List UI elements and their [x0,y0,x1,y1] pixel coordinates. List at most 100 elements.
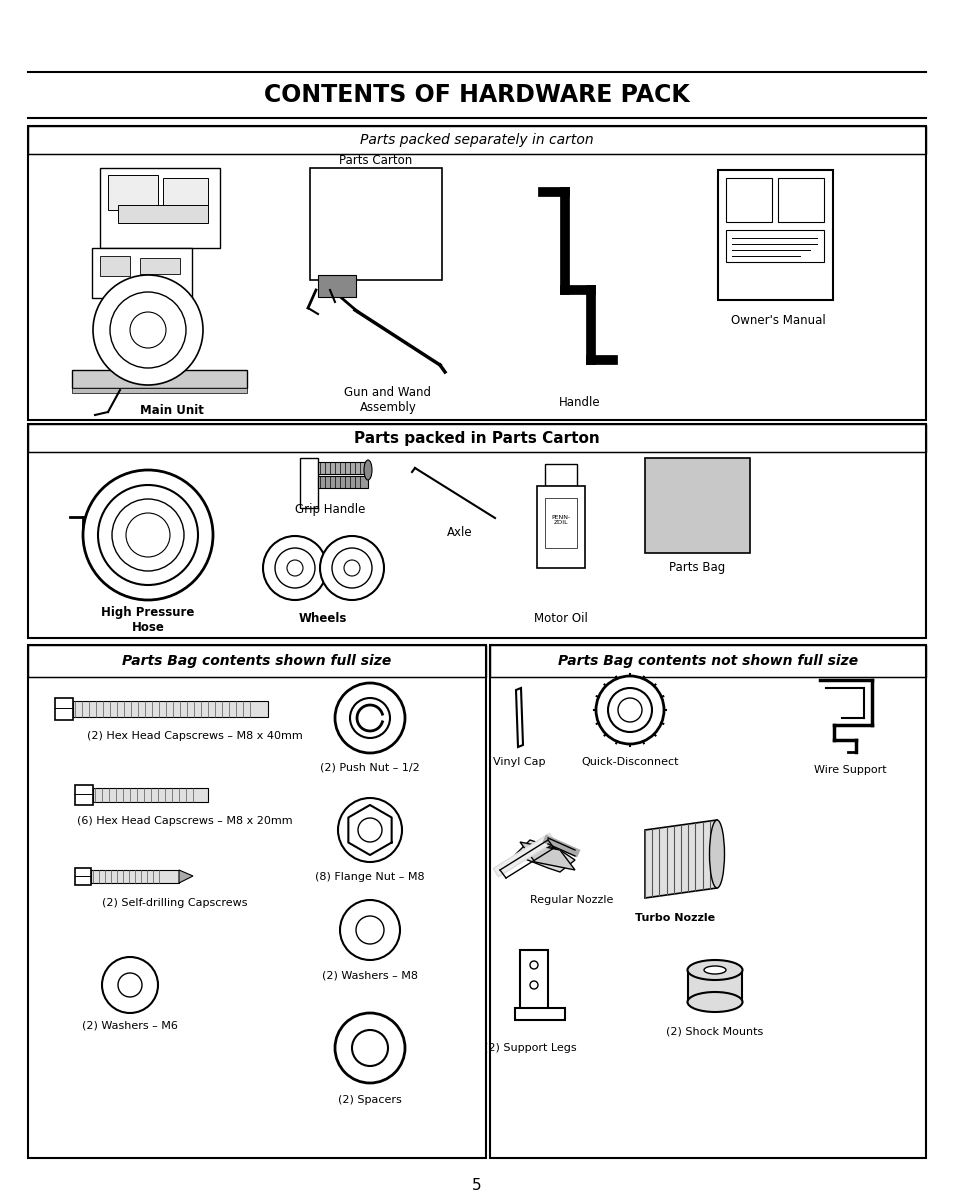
Text: Parts packed separately in carton: Parts packed separately in carton [360,132,593,147]
Ellipse shape [703,966,725,974]
Bar [140,258,180,275]
Circle shape [344,560,359,576]
Bar [118,205,208,223]
Text: (2) Washers – M8: (2) Washers – M8 [322,970,417,980]
Bar [75,868,91,885]
Text: CONTENTS OF HARDWARE PACK: CONTENTS OF HARDWARE PACK [264,83,689,107]
Circle shape [357,818,381,842]
Text: Quick-Disconnect: Quick-Disconnect [580,757,678,767]
Text: (8) Flange Nut – M8: (8) Flange Nut – M8 [314,872,424,883]
Bar [725,230,823,262]
Circle shape [126,513,170,557]
Circle shape [337,798,401,862]
Bar [100,256,130,276]
Bar [71,388,247,393]
Circle shape [102,957,158,1013]
Text: High Pressure
Hose: High Pressure Hose [101,606,194,635]
Circle shape [530,961,537,969]
Text: (2) Shock Mounts: (2) Shock Mounts [666,1027,762,1037]
Bar [75,785,92,805]
Polygon shape [519,842,575,870]
Bar [515,1008,564,1020]
Bar [91,870,179,883]
Bar [55,698,73,720]
Bar [490,645,925,677]
Ellipse shape [709,820,723,889]
Bar [317,462,368,474]
Text: Owner's Manual: Owner's Manual [730,313,824,326]
Circle shape [350,698,390,738]
Bar [310,169,441,281]
Circle shape [530,981,537,988]
Circle shape [339,901,399,960]
Bar [519,950,547,1019]
Bar [544,464,577,486]
Text: (2) Self-drilling Capscrews: (2) Self-drilling Capscrews [102,898,248,908]
Text: Axle: Axle [447,525,473,538]
Bar [28,645,485,677]
Bar [28,126,925,154]
Circle shape [332,548,372,588]
Circle shape [287,560,303,576]
Circle shape [112,498,184,571]
Bar [108,175,158,209]
Bar [778,178,823,222]
Bar [490,645,925,1158]
Polygon shape [179,870,193,883]
Circle shape [618,698,641,722]
Ellipse shape [687,992,741,1013]
Bar [73,701,268,718]
Bar [28,424,925,452]
Text: Parts Bag: Parts Bag [668,561,724,574]
Text: Parts Bag contents not shown full size: Parts Bag contents not shown full size [558,654,857,668]
Text: Motor Oil: Motor Oil [534,612,587,625]
Circle shape [335,683,405,752]
Bar [725,178,771,222]
Text: Main Unit: Main Unit [140,403,204,417]
Text: Wheels: Wheels [298,612,347,625]
Circle shape [355,916,384,944]
Text: (2) Hex Head Capscrews – M8 x 40mm: (2) Hex Head Capscrews – M8 x 40mm [87,731,302,740]
Text: (2) Push Nut – 1/2: (2) Push Nut – 1/2 [320,763,419,773]
Text: (2) Washers – M6: (2) Washers – M6 [82,1020,178,1029]
Circle shape [319,536,384,600]
Bar [100,169,220,248]
Circle shape [352,1029,388,1066]
Text: (6) Hex Head Capscrews – M8 x 20mm: (6) Hex Head Capscrews – M8 x 20mm [77,816,293,826]
Circle shape [274,548,314,588]
Text: Parts Bag contents shown full size: Parts Bag contents shown full size [122,654,392,668]
Polygon shape [515,840,575,872]
Bar [299,458,317,508]
Polygon shape [644,820,717,898]
Bar [71,370,247,388]
Text: (2) Spacers: (2) Spacers [337,1094,401,1105]
Text: (2) Support Legs: (2) Support Legs [483,1043,576,1054]
Bar [687,970,741,1002]
Bar [544,498,577,548]
Circle shape [596,675,663,744]
Text: PENN-
ZOIL: PENN- ZOIL [551,514,570,525]
Bar [317,476,368,488]
Circle shape [263,536,327,600]
Text: Regular Nozzle: Regular Nozzle [530,895,613,905]
Text: 5: 5 [472,1178,481,1192]
Text: Parts Carton: Parts Carton [339,153,413,166]
Bar [28,424,925,638]
Circle shape [607,687,651,732]
Bar [28,126,925,420]
Text: Gun and Wand
Assembly: Gun and Wand Assembly [344,386,431,414]
Polygon shape [516,687,522,746]
Circle shape [83,470,213,600]
Circle shape [92,275,203,385]
Text: Handle: Handle [558,395,600,408]
Ellipse shape [364,460,372,480]
Circle shape [110,293,186,368]
Ellipse shape [687,960,741,980]
Text: Wire Support: Wire Support [813,765,885,775]
Circle shape [118,973,142,997]
Bar [644,458,749,553]
Bar [718,170,832,300]
Bar [92,787,208,802]
Circle shape [130,312,166,348]
Text: Grip Handle: Grip Handle [294,503,365,517]
